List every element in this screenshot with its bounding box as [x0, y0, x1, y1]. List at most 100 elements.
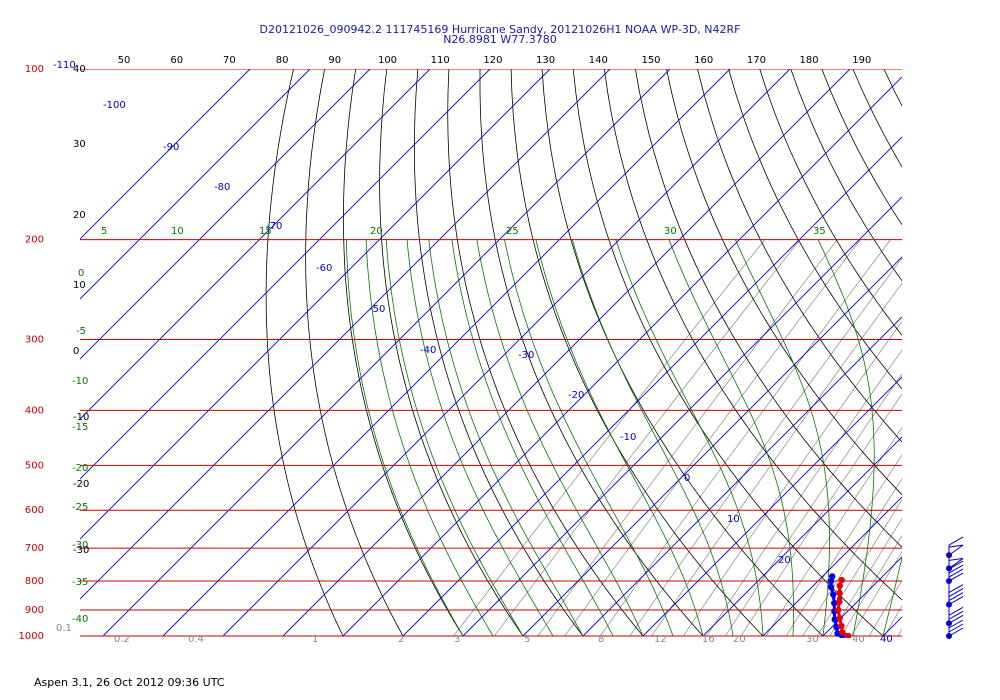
dry-adiabat: [603, 69, 902, 601]
left-scale-label: 10: [73, 280, 86, 291]
left-scale-label: 0: [73, 346, 79, 357]
isotherm-label: 40: [880, 634, 893, 645]
isotherm-line: [80, 69, 371, 360]
moist-left-label: -5: [76, 326, 86, 337]
pressure-label: 300: [25, 335, 44, 346]
top-scale-label: 90: [328, 55, 341, 66]
mixing-ratio-line: [740, 393, 902, 637]
moist-label: 15: [259, 226, 272, 237]
wind-barb: [948, 614, 964, 624]
dry-adiabat: [697, 69, 902, 443]
isotherm-line: [642, 376, 902, 637]
isotherm-line: [342, 76, 902, 637]
temperature-point: [836, 598, 843, 605]
mixing-ratio-line: [494, 239, 801, 637]
top-scale-label: 110: [431, 55, 450, 66]
wind-barb: [948, 584, 964, 593]
isotherm-label: 20: [778, 555, 791, 566]
isotherm-line: [162, 69, 731, 637]
chart-subtitle: N26.8981 W77.3780: [443, 33, 557, 46]
temperature-point: [834, 606, 842, 614]
mixing-ratio-line: [829, 518, 902, 637]
dry-adiabat: [447, 69, 644, 637]
dry-adiabat: [265, 69, 344, 637]
mixing-ratio-label: 30: [806, 634, 819, 645]
dry-adiabat: [479, 69, 704, 637]
isotherm-label: -10: [620, 432, 636, 443]
mixing-ratio-label: 2: [398, 634, 404, 645]
moist-adiabat: [668, 239, 794, 636]
dewpoint-point: [833, 624, 840, 631]
isotherm-line: [762, 496, 902, 637]
dewpoint-point: [830, 591, 837, 598]
isotherm-line: [462, 196, 902, 637]
isotherm-line: [943, 69, 1000, 636]
moist-label: 5: [101, 226, 107, 237]
wind-barb: [948, 536, 964, 546]
dewpoint-point: [831, 599, 838, 607]
mixing-ratio-line: [629, 257, 902, 637]
dry-adiabat: [883, 69, 902, 107]
top-scale-label: 180: [800, 55, 819, 66]
dry-adiabat: [666, 69, 902, 496]
wind-barb: [948, 610, 964, 620]
mixing-ratio-label: 5: [524, 634, 530, 645]
mixing-ratio-line: [725, 373, 902, 637]
pressure-label: 100: [25, 64, 44, 75]
mixing-ratio-label: 16: [702, 634, 715, 645]
moist-adiabat: [451, 239, 614, 637]
isotherm-label: -80: [214, 182, 230, 193]
moist-left-label: -35: [72, 577, 88, 588]
temperature-point: [836, 589, 843, 597]
pressure-label: 800: [25, 576, 44, 587]
wind-flag: [948, 544, 964, 557]
top-scale-label: 190: [852, 55, 871, 66]
dry-adiabat: [379, 69, 524, 637]
mixing-ratio-line: [840, 535, 902, 637]
isotherm-label: -40: [420, 345, 436, 356]
top-scale-label: 130: [536, 55, 555, 66]
mixing-ratio-line: [599, 239, 891, 637]
isotherm-line: [80, 69, 311, 300]
dewpoint-point: [834, 630, 841, 637]
moist-left-label: 0: [78, 268, 84, 279]
isotherm-label: -20: [568, 390, 584, 401]
mixing-ratio-label: 3: [454, 634, 460, 645]
left-scale-label: 30: [73, 139, 86, 150]
isotherm-label: -50: [369, 304, 385, 315]
moist-adiabat: [882, 555, 902, 637]
isotherm-line: [282, 69, 851, 637]
isotherm-label: 0: [684, 473, 690, 484]
dry-adiabat: [510, 69, 764, 637]
dry-adiabat: [541, 69, 824, 637]
dry-adiabat: [852, 69, 902, 168]
isotherm-label: -110: [53, 60, 76, 71]
isotherm-line: [702, 436, 902, 637]
mixing-ratio-label: 20: [733, 634, 746, 645]
wind-barb: [948, 619, 964, 629]
mixing-ratio-line: [706, 349, 902, 637]
dewpoint-point: [831, 616, 838, 623]
mixing-ratio-label: 8: [598, 634, 604, 645]
dry-adiabat: [728, 69, 902, 390]
wind-barb: [948, 568, 964, 578]
dry-adiabat: [759, 69, 902, 336]
top-scale-label: 50: [118, 55, 131, 66]
pressure-label: 400: [25, 405, 44, 416]
mixing-ratio-label: 12: [654, 634, 667, 645]
temperature-point: [836, 614, 843, 622]
moist-label: 30: [664, 226, 677, 237]
isotherm-label: 10: [727, 514, 740, 525]
isotherm-label: -90: [163, 142, 179, 153]
dry-adiabat: [635, 69, 902, 548]
moist-adiabat: [385, 239, 524, 637]
footer-text: Aspen 3.1, 26 Oct 2012 09:36 UTC: [34, 676, 225, 689]
temperature-point: [838, 576, 845, 584]
mixing-ratio-line: [956, 240, 1000, 636]
wind-barb: [948, 606, 964, 616]
moist-left-label: -15: [72, 422, 88, 433]
wind-barb: [948, 592, 964, 601]
isotherm-line: [80, 69, 611, 600]
top-scale-label: 140: [589, 55, 608, 66]
isotherm-label: -60: [316, 263, 332, 274]
